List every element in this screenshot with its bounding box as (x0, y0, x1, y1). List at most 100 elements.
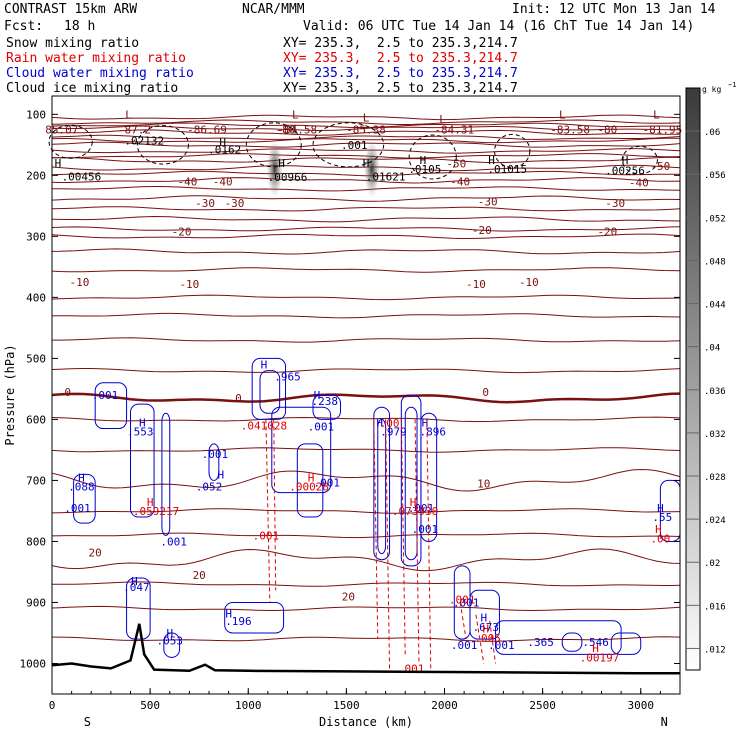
y-tick-label: 900 (26, 596, 46, 609)
rain-water-label: .00028 (289, 481, 329, 494)
rain-water-contour (265, 419, 271, 603)
cloud-water-label: .001 (160, 535, 187, 548)
cloud-water-label: .546 (582, 636, 609, 649)
rain-high-marker: H (308, 471, 315, 484)
rain-water-contour (489, 620, 497, 664)
cloud-water-contour (208, 443, 220, 481)
isotherm-label: -30 (195, 197, 215, 210)
y-tick-label: 700 (26, 474, 46, 487)
isotherm-line (51, 368, 681, 374)
isotherm-label: -10 (519, 276, 539, 289)
cloud-high-marker: H (78, 471, 85, 484)
isotherm-line (51, 267, 681, 273)
cloud-ice-contour (48, 124, 93, 159)
top-minimum-label: -84.31 (434, 124, 474, 137)
isotherm-label: -40 (213, 175, 233, 188)
cloud-high-marker: H (131, 575, 138, 588)
cloud-high-marker: H (261, 358, 268, 371)
rain-water-contour (426, 419, 432, 670)
north-label: N (661, 715, 668, 729)
isotherm-line (51, 508, 681, 514)
cloud-water-label: .088 (68, 481, 95, 494)
cloud-water-contour (251, 357, 287, 420)
rain-water-contour (459, 602, 467, 640)
cloud-high-marker: H (139, 416, 146, 429)
x-tick-label: 500 (140, 699, 160, 712)
colorbar-tick-label: .036 (704, 387, 726, 397)
isotherm-line (51, 122, 681, 128)
y-tick-label: 100 (26, 108, 46, 121)
low-marker: L (125, 108, 132, 121)
isotherm-line (51, 548, 681, 572)
cloud-water-contour (404, 406, 418, 561)
rain-water-label: .041028 (241, 420, 287, 433)
isotherm-line (51, 226, 681, 232)
isotherm-label: -30 (478, 196, 498, 209)
rain-high-marker: H (147, 496, 154, 509)
rain-water-layer: .041028.00028.001.00.073930.059217.005.0… (133, 417, 670, 675)
cloud-water-label: .001 (412, 523, 439, 536)
low-marker: L (559, 108, 566, 121)
axes-layer: 0 500 1000 1500 2000 2500 30001002003004005006… (3, 108, 681, 729)
cloud-water-contour (126, 577, 151, 640)
y-axis-label: Pressure (hPa) (3, 344, 17, 445)
rain-water-contour (273, 419, 277, 591)
cloud-ice-contour (621, 145, 658, 175)
cloud-ice-label: .0162 (208, 144, 241, 157)
isotherm-line (51, 248, 681, 255)
rain-water-label: .00 (380, 417, 400, 430)
isotherm-label: -40 (450, 175, 470, 188)
colorbar: .012 .016 .02 .024 .028 .032 .036 .04 .044 .048 .0… (685, 81, 736, 671)
isotherm-line (51, 148, 681, 154)
top-minimum-label: -86.69 (187, 124, 227, 137)
isotherm-label: 0 (482, 386, 489, 399)
isotherm-label: -20 (172, 225, 192, 238)
cloud-water-label: .965 (274, 371, 301, 384)
y-tick-label: 200 (26, 169, 46, 182)
cloud-ice-label: .0105 (408, 163, 441, 176)
center-title: NCAR/MMM (242, 2, 305, 17)
colorbar-tick-label: .044 (704, 301, 726, 311)
cloud-water-label: .979 (380, 426, 407, 439)
cloud-high-marker: H (314, 389, 321, 402)
isotherm-line (51, 206, 681, 212)
isotherm-label: -80 (597, 124, 617, 137)
top-minimum-label: -85.38 (346, 124, 386, 137)
forecast-label: Fcst: (4, 19, 44, 34)
colorbar-ramp (685, 87, 701, 671)
cloud-water-label: .553 (127, 426, 154, 439)
plot-frame (51, 95, 681, 695)
cloud-water-contour (163, 632, 181, 658)
rain-high-marker: H (592, 642, 599, 655)
colorbar-tick-label: .012 (704, 645, 726, 655)
isotherm-label: -10 (179, 278, 199, 291)
isotherm-line (51, 233, 681, 239)
top-minimum-label: -83.58 (550, 124, 590, 137)
x-tick-label: 1000 (235, 699, 262, 712)
cloud-water-contour (161, 412, 171, 536)
cloud-water-label: .001 (451, 639, 478, 652)
field-rain-xy: XY= 235.3, 2.5 to 235.3,214.7 (283, 51, 518, 66)
isotherm-line (51, 312, 681, 319)
isotherm-label: -30 (225, 197, 245, 210)
colorbar-tick-label: .052 (704, 214, 726, 224)
cloud-water-label: .001 (314, 476, 341, 489)
x-tick-label: 3000 (628, 699, 655, 712)
isotherm-line (51, 134, 681, 140)
cloud-high-marker: H (657, 502, 664, 515)
rain-high-marker: H (482, 623, 489, 636)
forecast-value: 18 h (64, 19, 96, 34)
colorbar-tick-label: .04 (704, 344, 720, 354)
isotherm-label: -10 (70, 276, 90, 289)
cloud-water-contour (296, 443, 324, 518)
low-marker: L (653, 108, 660, 121)
isotherm-label: 10 (477, 477, 490, 490)
isotherm-line (51, 447, 681, 453)
cloud-water-contour (259, 370, 281, 414)
low-marker: L (439, 113, 446, 126)
isotherm-label: 0 (64, 386, 71, 399)
cloud-high-marker: H (217, 468, 224, 481)
y-tick-label: 400 (26, 291, 46, 304)
isotherm-line (51, 532, 681, 539)
colorbar-tick-label: .048 (704, 257, 726, 267)
